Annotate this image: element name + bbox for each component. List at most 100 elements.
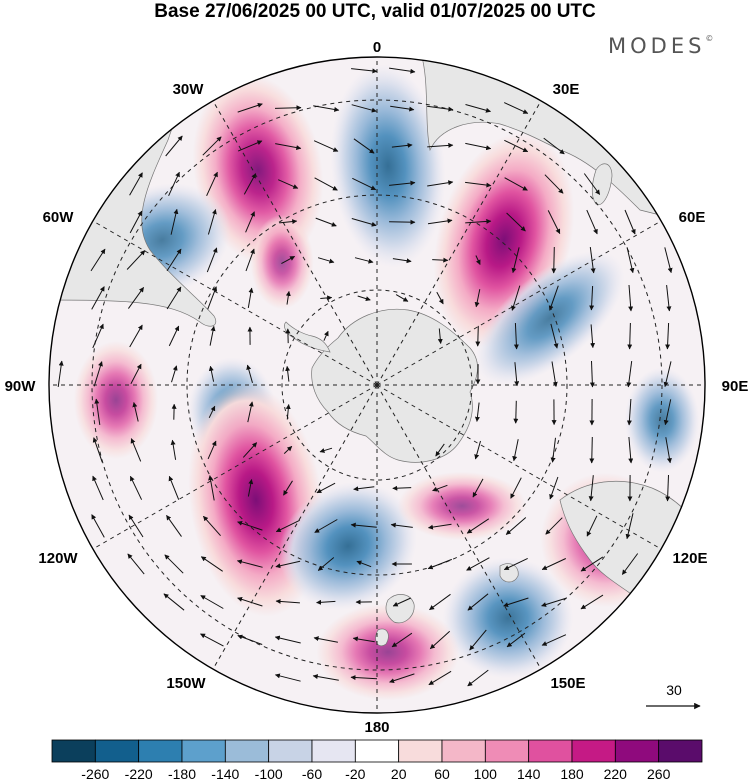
- wind-vector: [513, 322, 519, 350]
- wind-vector: [512, 439, 519, 462]
- wind-vector: [275, 598, 300, 604]
- wind-vector: [392, 597, 412, 607]
- wind-vector: [314, 177, 338, 191]
- wind-vector: [551, 361, 558, 387]
- wind-vector: [389, 67, 416, 74]
- wind-vector: [208, 475, 215, 501]
- wind-vector: [170, 439, 177, 460]
- colorbar-tick-label: -220: [125, 766, 153, 782]
- wind-vector: [317, 257, 335, 264]
- wind-vector: [621, 553, 639, 575]
- wind-vector: [354, 257, 374, 264]
- wind-vector: [551, 246, 557, 274]
- wind-vector: [504, 177, 528, 191]
- wind-vector: [389, 180, 416, 186]
- wind-vector: [274, 673, 301, 682]
- antarctica: [311, 308, 478, 463]
- wind-vector: [351, 104, 377, 113]
- wind-vector: [503, 102, 529, 114]
- wind-vector: [313, 105, 340, 112]
- wind-vector: [129, 172, 143, 196]
- label-lon-150e: 150E: [550, 675, 585, 692]
- wind-vector: [389, 219, 416, 225]
- colorbar-tick-label: -60: [302, 766, 322, 782]
- wind-vector: [92, 323, 104, 349]
- wind-vector: [586, 515, 598, 537]
- wind-vector: [545, 517, 563, 535]
- wind-vector: [319, 447, 333, 453]
- meridian-line: [212, 100, 378, 386]
- colorbar: -260 -220 -180 -140 -100 -60 -20 20 60 100 140 180 2…: [51, 739, 703, 782]
- colorbar-tick-label: -20: [345, 766, 365, 782]
- wind-vector: [168, 171, 180, 197]
- wind-vector: [351, 218, 377, 227]
- wind-vector: [352, 177, 377, 191]
- wind-vector: [245, 248, 255, 272]
- colorbar-swatch: [614, 739, 660, 763]
- wind-vector: [129, 324, 143, 348]
- wind-vector: [127, 553, 145, 575]
- wind-vector: [429, 593, 451, 611]
- wind-vector: [209, 325, 216, 346]
- tasmania: [499, 563, 519, 583]
- wind-vector: [472, 478, 484, 498]
- wind-vector: [469, 629, 487, 651]
- label-lon-150w: 150W: [166, 675, 206, 692]
- wind-vector: [208, 365, 215, 382]
- wind-vector: [586, 209, 598, 235]
- colorbar-swatch: [571, 739, 616, 763]
- wind-vector: [274, 635, 301, 644]
- wind-vector: [589, 285, 595, 311]
- wind-vector: [547, 210, 561, 235]
- wind-vector: [94, 398, 101, 425]
- wind-vector: [237, 634, 263, 645]
- wind-vector: [427, 142, 454, 148]
- colorbar-boxes: [51, 739, 703, 763]
- reference-vector: 30: [646, 682, 701, 710]
- wind-vector: [285, 404, 291, 420]
- wind-vector: [475, 255, 481, 265]
- wind-vector: [504, 139, 529, 153]
- colorbar-swatch: [658, 739, 703, 763]
- wind-vector: [206, 171, 218, 197]
- wind-vector: [200, 595, 224, 609]
- colorbar-tick-label: 140: [517, 766, 541, 782]
- wind-vector: [203, 515, 221, 537]
- wind-vector: [395, 294, 409, 302]
- colorbar-tick-label: -100: [255, 766, 283, 782]
- meridian-line: [376, 384, 662, 550]
- wind-vector: [166, 514, 182, 537]
- wind-vector: [514, 362, 520, 387]
- modes-logo: MODES©: [608, 34, 713, 58]
- positive-anomaly-center: [316, 603, 460, 701]
- meridian-line: [376, 100, 542, 386]
- wind-vector: [429, 630, 451, 650]
- wind-vector: [171, 365, 178, 383]
- wind-vector: [432, 484, 448, 492]
- wind-vector: [165, 135, 183, 157]
- wind-vector: [315, 217, 337, 227]
- colorbar-tick-label: 100: [474, 766, 498, 782]
- colorbar-tick-label: 60: [434, 766, 450, 782]
- wind-vector: [274, 105, 302, 111]
- wind-vector: [580, 594, 604, 610]
- wind-vector: [503, 557, 528, 571]
- label-lon-90w: 90W: [5, 378, 37, 395]
- wind-vector: [548, 285, 559, 311]
- wind-vector: [427, 105, 454, 112]
- wind-vector: [316, 599, 336, 605]
- wind-vector: [589, 436, 595, 464]
- wind-vector: [353, 138, 375, 154]
- wind-vector: [427, 218, 453, 225]
- wind-vector: [625, 513, 634, 540]
- wind-vector: [236, 559, 263, 568]
- wind-vector: [243, 173, 257, 195]
- colorbar-tick-label: -140: [211, 766, 239, 782]
- label-lon-0: 0: [373, 39, 381, 56]
- colorbar-swatch: [354, 739, 400, 763]
- wind-vector: [91, 514, 105, 538]
- label-lon-120e: 120E: [672, 550, 707, 567]
- wind-vector: [389, 673, 415, 684]
- wind-vector: [200, 556, 223, 572]
- wind-vector: [57, 360, 64, 387]
